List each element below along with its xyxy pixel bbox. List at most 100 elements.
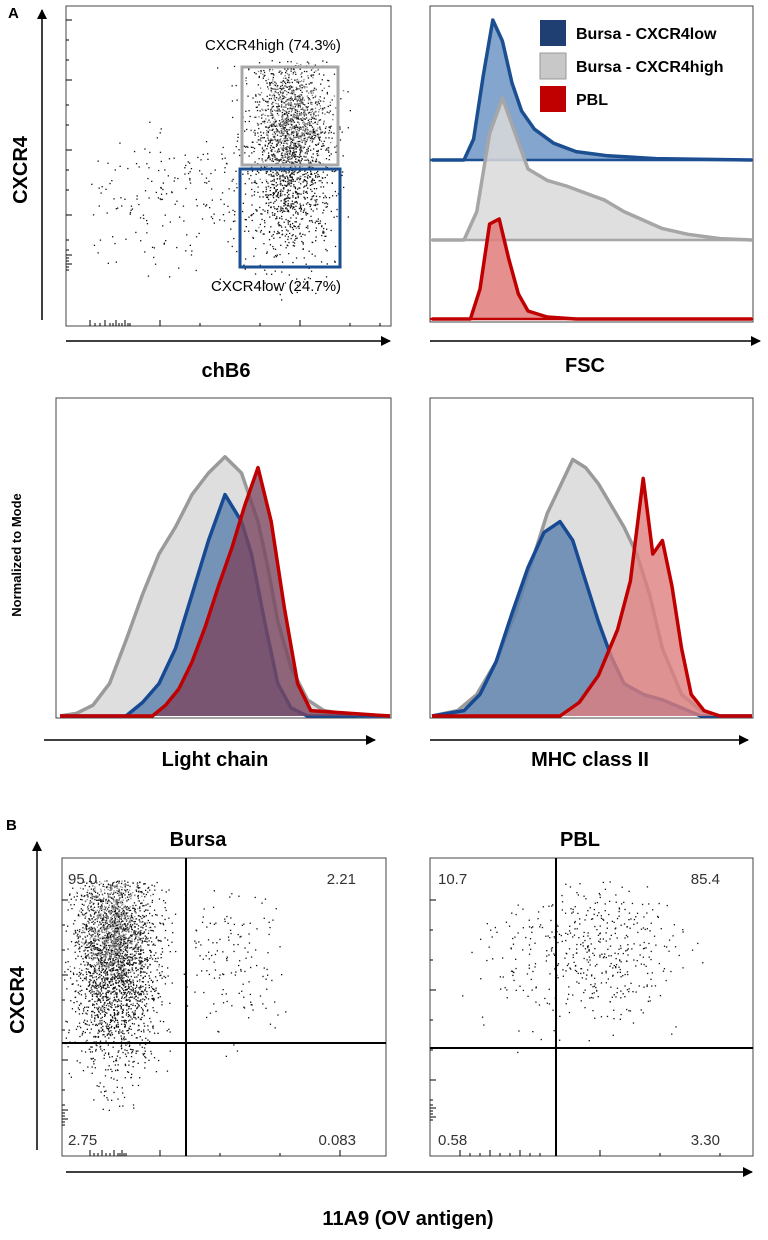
b1-dots-point xyxy=(111,1019,113,1022)
a1-dots-point xyxy=(270,187,272,189)
a1-dots-point xyxy=(322,186,325,188)
a1-dots-point xyxy=(271,107,273,109)
a1-dots-point xyxy=(279,193,282,195)
b1-dots-point xyxy=(144,1062,146,1064)
b1-dots-point xyxy=(84,956,86,958)
a1-dots-point xyxy=(286,150,288,153)
b1-dots-point xyxy=(91,921,93,923)
b1-dots-point xyxy=(128,983,130,985)
b1-dots-point xyxy=(90,975,92,977)
b1-dots-point xyxy=(143,971,145,973)
b1-dots-point xyxy=(103,1034,105,1036)
a1-dots-point xyxy=(307,174,309,177)
a1-dots-point xyxy=(288,110,290,113)
a1-dots-point xyxy=(280,100,283,102)
a1-dots-point xyxy=(274,270,276,272)
a1-dots-point xyxy=(236,187,238,189)
a1-dots-point xyxy=(287,160,289,162)
b1-dots-point xyxy=(111,884,113,886)
a1-dots-point xyxy=(281,211,284,213)
a1-dots-point xyxy=(311,184,313,186)
a1-dots-point xyxy=(311,178,314,180)
a1-dots-point xyxy=(290,108,293,111)
b1-dots-point xyxy=(88,946,90,948)
b1-dots-point xyxy=(76,892,78,894)
a1-dots-point xyxy=(285,160,287,162)
b1-dots-point xyxy=(111,962,113,964)
a1-dots-point xyxy=(284,85,286,87)
b1-dots-point xyxy=(116,924,118,927)
b1-dots-point xyxy=(145,893,147,896)
a1-dots-point xyxy=(290,119,292,121)
b1-dots-point xyxy=(125,980,127,982)
b1-dots-point xyxy=(86,944,88,946)
a1-dots-point xyxy=(294,208,296,211)
b1-dots-point xyxy=(138,987,140,989)
b1-dots-point xyxy=(120,944,122,946)
b1-dots-point xyxy=(115,993,117,995)
a1-dots-point xyxy=(317,121,319,123)
b1-dots-point xyxy=(161,971,163,973)
a1-dots-point xyxy=(318,175,320,178)
a1-dots-point xyxy=(323,239,325,242)
b1-dots-point xyxy=(97,903,99,906)
b1-dots-point xyxy=(127,963,130,965)
b1-dots-point xyxy=(148,984,150,986)
b1-dots-point xyxy=(133,926,136,928)
b1-dots-point xyxy=(101,902,104,905)
a1-dots-point xyxy=(320,186,322,188)
a1-dots-point xyxy=(288,171,290,173)
a1-dots-point xyxy=(299,179,301,181)
b1-dots-point xyxy=(103,981,105,984)
a1-dots-point xyxy=(281,271,283,273)
b1-dots-point xyxy=(137,1050,139,1052)
a1-dots-point xyxy=(290,92,293,94)
a1-dots-point xyxy=(164,169,166,171)
a1-dots-point xyxy=(300,114,302,116)
a1-dots-point xyxy=(284,137,286,139)
b1-dots-point xyxy=(122,1004,124,1006)
b1-dots-point xyxy=(88,946,91,948)
b1-dots-point xyxy=(96,1003,98,1006)
a1-dots-point xyxy=(281,121,283,123)
b1-dots-point xyxy=(98,914,100,916)
b1-dots-point xyxy=(115,881,118,883)
b1-dots-point xyxy=(135,962,137,964)
a1-dots-point xyxy=(268,82,271,84)
a1-dots-point xyxy=(277,194,279,196)
a1-dots-point xyxy=(272,180,274,182)
a1-dots-point xyxy=(129,213,131,215)
b1-dots-point xyxy=(132,948,134,950)
a1-dots-point xyxy=(287,210,289,212)
b1-plot-frame xyxy=(61,857,387,1157)
a1-dots-point xyxy=(292,228,294,231)
a1-dots-point xyxy=(307,106,309,108)
b1-dots-point xyxy=(134,920,136,923)
b1-dots-point xyxy=(101,937,104,940)
b1-dots-point xyxy=(150,986,153,988)
a1-dots-point xyxy=(318,180,320,182)
a1-dots-point xyxy=(107,262,109,264)
b1-dots-point xyxy=(143,1015,145,1017)
b1-dots-point xyxy=(80,898,82,901)
a1-dots-point xyxy=(297,115,299,117)
a1-dots-point xyxy=(321,145,324,147)
b1-dots-point xyxy=(137,947,139,949)
a1-dots-point xyxy=(336,215,338,218)
b1-dots-point xyxy=(86,891,88,894)
a1-dots-point xyxy=(304,278,306,280)
b1-dots-point xyxy=(87,896,89,898)
b1-dots-point xyxy=(90,906,92,908)
b1-dots-point xyxy=(80,972,82,974)
b1-dots-point xyxy=(100,985,102,987)
b1-dots-point xyxy=(169,1002,171,1004)
b1-dots-point xyxy=(143,966,145,968)
a1-dots-point xyxy=(296,134,298,137)
b1-dots-point xyxy=(91,989,93,991)
b1-dots-point xyxy=(80,911,83,913)
b1-dots-point xyxy=(111,1002,113,1004)
a1-dots-point xyxy=(286,148,288,150)
b1-dots-point xyxy=(140,1030,142,1033)
b1-dots-point xyxy=(118,933,120,935)
b1-dots-point xyxy=(103,886,106,888)
